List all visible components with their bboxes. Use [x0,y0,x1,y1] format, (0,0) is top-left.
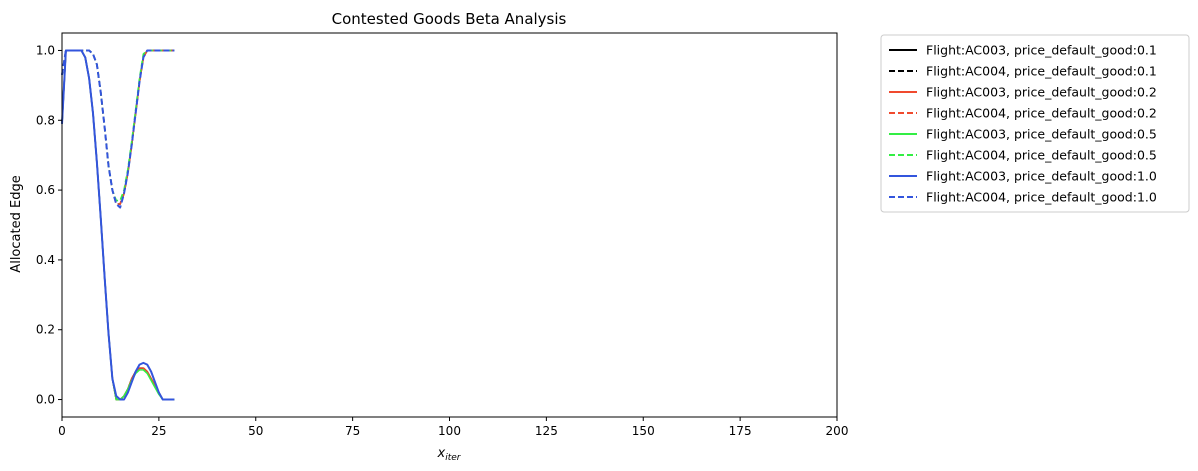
series-line [61,49,175,401]
legend-label: Flight:AC004, price_default_good:1.0 [926,190,1157,205]
y-tick-label: 1.0 [36,43,55,57]
y-tick-label: 0.6 [36,183,55,197]
series-line [61,49,175,401]
x-axis-label: xiter [437,446,462,463]
x-tick-label: 100 [438,424,461,438]
series-line [61,49,175,209]
chart-title: Contested Goods Beta Analysis [332,10,567,28]
y-tick-label: 0.4 [36,253,55,267]
y-tick-label: 0.2 [36,323,55,337]
legend-label: Flight:AC003, price_default_good:0.1 [926,43,1157,58]
legend-label: Flight:AC004, price_default_good:0.1 [926,64,1157,79]
plot-frame [61,32,838,418]
legend: Flight:AC003, price_default_good:0.1 Flig… [880,34,1190,213]
y-tick-label: 0.8 [36,113,55,127]
x-tick-label: 200 [826,424,849,438]
series-line [61,49,175,205]
x-tick-label: 175 [729,424,752,438]
series-line [61,49,175,401]
series-line [61,49,175,401]
x-tick-label: 0 [58,424,66,438]
x-tick-label: 50 [248,424,263,438]
y-axis-label: Allocated Edge [9,175,24,272]
x-tick-label: 150 [632,424,655,438]
legend-label: Flight:AC003, price_default_good:0.5 [926,127,1157,142]
series-line [61,49,175,202]
legend-label: Flight:AC003, price_default_good:0.2 [926,85,1157,100]
legend-label: Flight:AC004, price_default_good:0.5 [926,148,1157,163]
x-axis-label-main: x [437,446,446,461]
x-tick-label: 75 [345,424,360,438]
y-tick-label: 0.0 [36,393,55,407]
x-tick-label: 25 [151,424,166,438]
series-line [61,49,175,205]
x-tick-label: 125 [535,424,558,438]
x-axis-label-subscript: iter [445,453,462,463]
legend-label: Flight:AC004, price_default_good:0.2 [926,106,1157,121]
legend-label: Flight:AC003, price_default_good:1.0 [926,169,1157,184]
legend-box [880,34,1190,213]
